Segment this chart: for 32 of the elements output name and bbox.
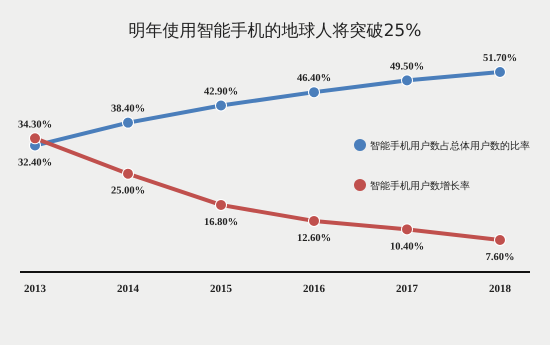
point <box>308 214 320 227</box>
data-label: 46.40% <box>296 73 332 84</box>
x-tick-label: 2018 <box>489 283 512 295</box>
point <box>494 234 506 246</box>
data-label: 12.60% <box>296 232 332 244</box>
point <box>122 168 134 180</box>
data-label: 10.40% <box>390 241 424 252</box>
chart-title: 明年使用智能手机的地球人将突破25% <box>128 21 422 41</box>
data-label: 25.00% <box>110 186 146 197</box>
data-label: 7.60% <box>486 252 514 263</box>
x-tick-label: 2015 <box>210 283 232 295</box>
legend-label: 智能手机用户数占总体用户数的比率 <box>370 140 530 152</box>
point <box>401 74 413 86</box>
point <box>401 223 413 236</box>
x-tick-label: 2016 <box>303 283 326 295</box>
x-tick-label: 2017 <box>396 283 418 295</box>
point <box>215 100 227 112</box>
point <box>215 198 227 211</box>
x-tick-label: 2013 <box>24 283 46 295</box>
data-label: 51.70% <box>482 53 518 64</box>
point <box>122 116 134 129</box>
data-label: 16.80% <box>204 216 238 228</box>
data-label: 49.50% <box>390 61 424 72</box>
x-tick-label: 2014 <box>117 283 140 295</box>
data-label: 38.40% <box>110 104 146 115</box>
legend-label: 智能手机用户数增长率 <box>370 180 470 192</box>
point <box>29 132 41 144</box>
point <box>308 86 320 98</box>
data-label: 34.30% <box>18 119 52 130</box>
point <box>494 66 506 78</box>
data-label: 42.90% <box>204 86 238 98</box>
data-label: 32.40% <box>18 158 52 169</box>
